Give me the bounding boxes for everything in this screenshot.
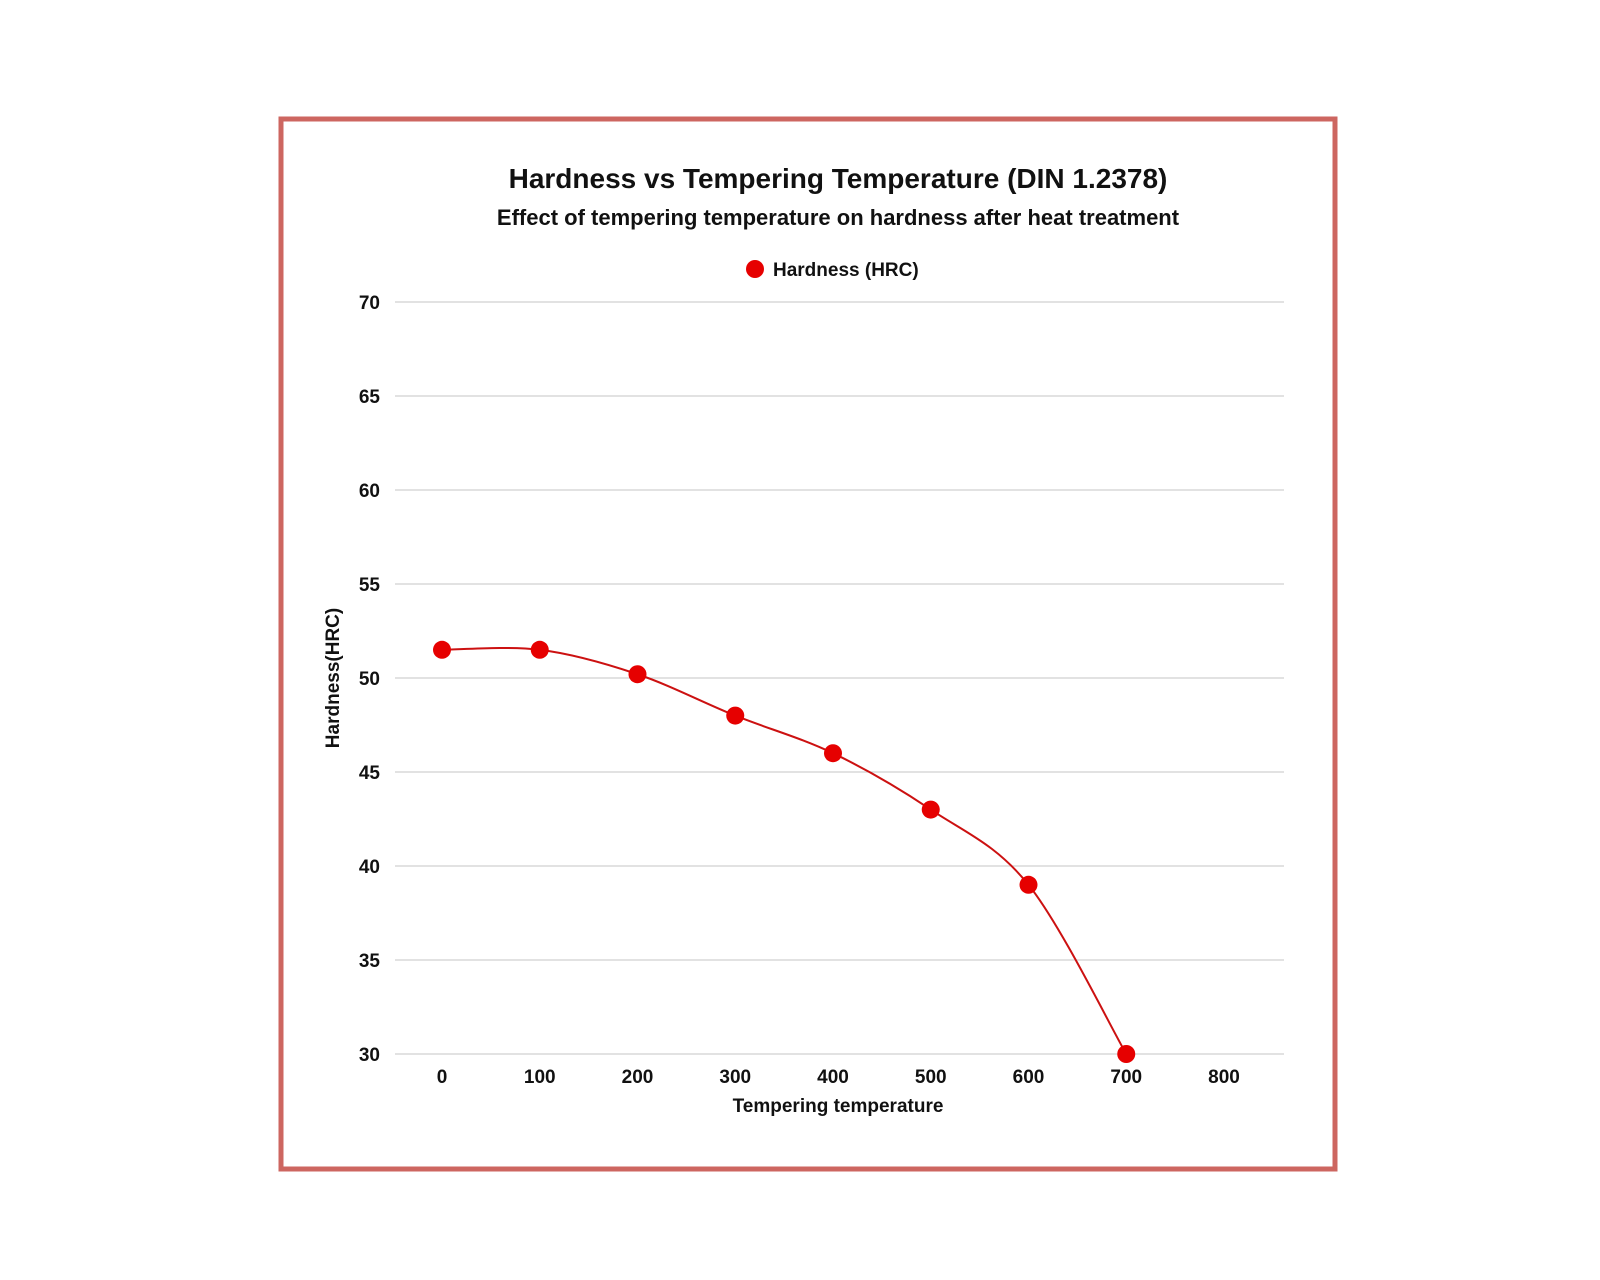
x-tick-label: 400 (817, 1067, 849, 1088)
data-point (1117, 1045, 1136, 1063)
legend: Hardness (HRC) (746, 260, 919, 281)
y-tick-label: 50 (359, 669, 380, 690)
y-tick-label: 60 (359, 481, 380, 502)
data-point (433, 640, 451, 659)
x-tick-label: 800 (1208, 1067, 1240, 1088)
data-point (1019, 875, 1038, 894)
x-tick-label: 500 (915, 1067, 947, 1088)
x-axis-label: Tempering temperature (733, 1096, 944, 1117)
data-point (824, 744, 842, 763)
chart-subtitle: Effect of tempering temperature on hardn… (497, 205, 1180, 230)
x-tick-label: 700 (1110, 1067, 1142, 1088)
x-tick-label: 100 (524, 1067, 556, 1088)
y-tick-label: 55 (359, 575, 381, 596)
x-tick-label: 200 (622, 1067, 654, 1088)
chart-title: Hardness vs Tempering Temperature (DIN 1… (509, 163, 1168, 194)
legend-label: Hardness (HRC) (773, 260, 919, 281)
legend-marker (746, 260, 764, 278)
y-tick-label: 70 (359, 293, 380, 314)
y-tick-label: 40 (359, 857, 380, 878)
x-tick-label: 0 (437, 1067, 448, 1088)
y-tick-label: 65 (359, 387, 381, 408)
y-tick-label: 35 (359, 951, 381, 972)
chart-frame (278, 116, 1338, 1172)
y-tick-label: 30 (359, 1045, 380, 1066)
data-point (726, 706, 745, 725)
data-point (921, 800, 940, 819)
data-point (628, 665, 647, 684)
data-point (530, 640, 549, 659)
y-tick-label: 45 (359, 763, 381, 784)
x-tick-label: 600 (1013, 1067, 1045, 1088)
x-tick-label: 300 (719, 1067, 751, 1088)
y-axis-label: Hardness(HRC) (323, 608, 344, 748)
